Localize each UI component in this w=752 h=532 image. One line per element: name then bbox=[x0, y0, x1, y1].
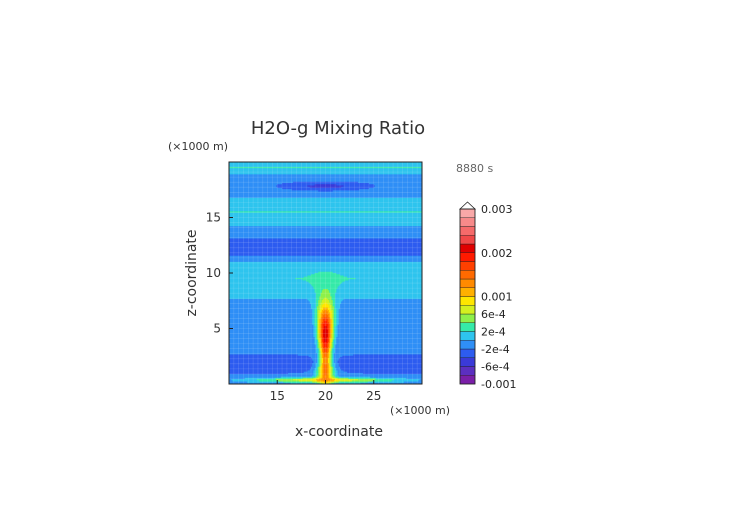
y-unit-label: (×1000 m) bbox=[168, 140, 228, 153]
time-label: 8880 s bbox=[456, 162, 493, 175]
chart-title: H2O-g Mixing Ratio bbox=[251, 118, 425, 139]
